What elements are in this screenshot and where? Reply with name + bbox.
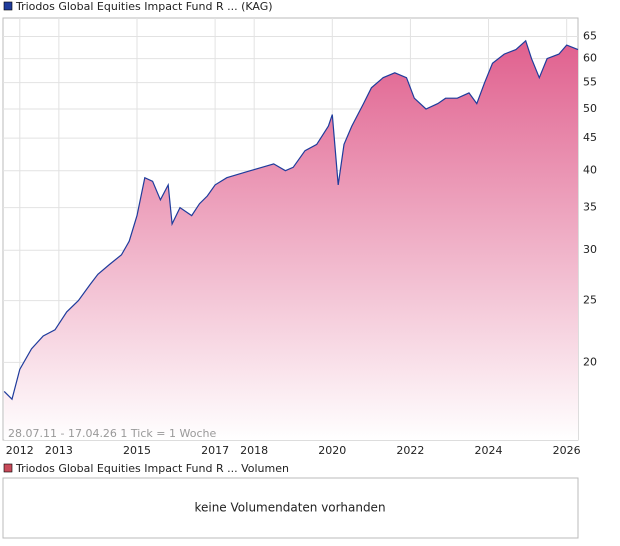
x-tick-label: 2017 [201, 444, 229, 457]
x-tick-label: 2018 [240, 444, 268, 457]
x-tick-label: 2012 [6, 444, 34, 457]
legend-swatch [3, 463, 13, 473]
y-tick-label: 40 [583, 164, 597, 177]
y-tick-label: 30 [583, 243, 597, 256]
legend-label: Triodos Global Equities Impact Fund R ..… [15, 0, 273, 13]
y-tick-label: 50 [583, 102, 597, 115]
y-tick-label: 65 [583, 30, 597, 43]
x-tick-label: 2015 [123, 444, 151, 457]
y-tick-label: 25 [583, 294, 597, 307]
x-tick-label: 2013 [45, 444, 73, 457]
legend-swatch [3, 1, 13, 11]
legend-label: Triodos Global Equities Impact Fund R ..… [15, 462, 289, 475]
y-tick-label: 60 [583, 52, 597, 65]
y-tick-label: 45 [583, 131, 597, 144]
y-tick-label: 35 [583, 201, 597, 214]
annotation: 28.07.11 - 17.04.26 1 Tick = 1 Woche [8, 427, 216, 440]
x-tick-label: 2022 [396, 444, 424, 457]
y-tick-label: 55 [583, 76, 597, 89]
line [3, 39, 579, 401]
x-tick-label: 2026 [553, 444, 581, 457]
x-tick-label: 2020 [318, 444, 346, 457]
x-tick-label: 2024 [475, 444, 503, 457]
area [4, 40, 578, 441]
y-tick-label: 20 [583, 355, 597, 368]
volume-message: keine Volumendaten vorhanden [194, 501, 385, 515]
volume-frame [2, 477, 579, 539]
